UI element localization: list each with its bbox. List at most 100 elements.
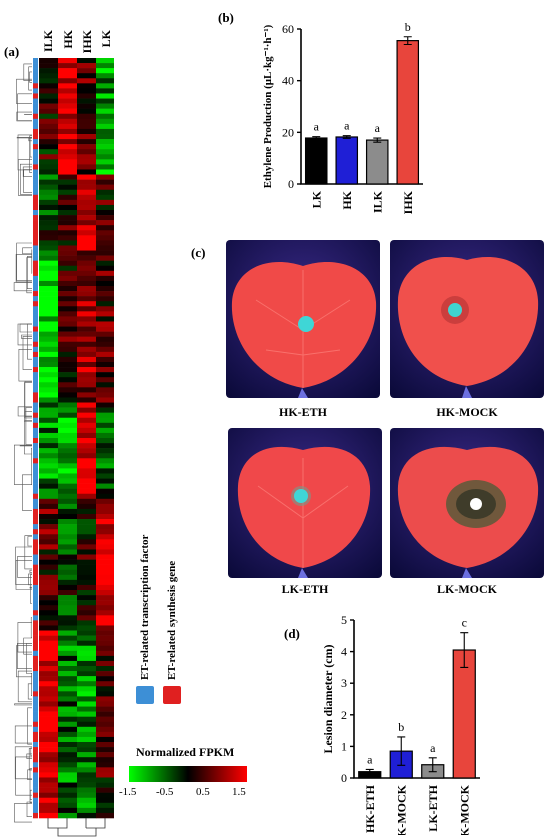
heatmap-cell (77, 468, 96, 473)
heatmap-cell (77, 367, 96, 372)
heatmap-cell (77, 443, 96, 448)
heatmap-cell (77, 539, 96, 544)
heatmap-cell (58, 418, 77, 423)
heatmap-cell (58, 580, 77, 585)
row-dendrogram (14, 64, 32, 822)
heatmap-cell (39, 104, 58, 109)
y-tick-label: 5 (341, 613, 347, 627)
category-cell (33, 676, 38, 681)
heatmap-cell (58, 423, 77, 428)
heatmap-cell (77, 783, 96, 788)
heatmap-cell (58, 195, 77, 200)
heatmap-cell (77, 560, 96, 565)
heatmap-cell (96, 286, 114, 291)
heatmap-cell (58, 575, 77, 580)
heatmap-cell (39, 403, 58, 408)
heatmap-cell (39, 565, 58, 570)
heatmap-cell (77, 433, 96, 438)
leaf-photo-lk-mock (390, 428, 544, 578)
heatmap-cell (58, 316, 77, 321)
heatmap-cell (58, 783, 77, 788)
x-tick-label: LK-MOCK (457, 784, 471, 835)
heatmap-cell (58, 534, 77, 539)
heatmap-cell (96, 392, 114, 397)
heatmap-cell (39, 641, 58, 646)
heatmap-cell (96, 509, 114, 514)
heatmap-cell (77, 281, 96, 286)
category-cell (33, 301, 38, 306)
heatmap-cell (39, 793, 58, 798)
heatmap-cell (39, 99, 58, 104)
transcription-factor-swatch (136, 686, 154, 704)
category-cell (33, 271, 38, 276)
category-cell (33, 190, 38, 195)
heatmap-cell (58, 403, 77, 408)
heatmap-cell (96, 180, 114, 185)
leaf-photo-hk-mock (390, 240, 544, 398)
heatmap-cell (58, 544, 77, 549)
category-cell (33, 575, 38, 580)
category-cell (33, 772, 38, 777)
heatmap-cell (96, 560, 114, 565)
heatmap-cell (58, 473, 77, 478)
heatmap-cell (58, 524, 77, 529)
heatmap-cell (77, 327, 96, 332)
heatmap-cell (77, 494, 96, 499)
category-cell (33, 798, 38, 803)
category-cell (33, 433, 38, 438)
heatmap-cell (96, 519, 114, 524)
heatmap-cell (58, 225, 77, 230)
heatmap-cell (77, 88, 96, 93)
heatmap-cell (58, 504, 77, 509)
category-cell (33, 408, 38, 413)
heatmap-cell (58, 798, 77, 803)
heatmap-cell (77, 590, 96, 595)
heatmap-cell (96, 235, 114, 240)
lesion-diameter-chart: 012345aHK-ETHbHK-MOCKaLK-ETHcLK-MOCKLesi… (318, 610, 498, 835)
y-tick-label: 60 (282, 22, 294, 36)
category-cell (33, 479, 38, 484)
heatmap-cell (96, 271, 114, 276)
y-tick-label: 1 (341, 739, 347, 753)
heatmap-cell (58, 159, 77, 164)
category-cell (33, 291, 38, 296)
category-cell (33, 580, 38, 585)
heatmap-cell (77, 240, 96, 245)
heatmap-cell (58, 747, 77, 752)
heatmap-cell (77, 306, 96, 311)
column-dendrogram-branch (48, 818, 105, 836)
heatmap-cell (58, 134, 77, 139)
heatmap-cell (77, 372, 96, 377)
leaf-image (226, 240, 380, 398)
heatmap-cell (96, 205, 114, 210)
heatmap-cell (77, 504, 96, 509)
category-cell (33, 357, 38, 362)
heatmap-cell (77, 762, 96, 767)
heatmap-cell (96, 428, 114, 433)
heatmap-cell (58, 357, 77, 362)
dendrogram-branch (22, 475, 32, 511)
heatmap-cell (77, 104, 96, 109)
heatmap-cell (77, 271, 96, 276)
category-cell (33, 149, 38, 154)
heatmap-cell (39, 367, 58, 372)
heatmap-cell (58, 73, 77, 78)
category-cell (33, 560, 38, 565)
heatmap-cell (39, 337, 58, 342)
heatmap-cell (96, 93, 114, 98)
dendrogram-branch (30, 570, 32, 572)
heatmap-cell (96, 73, 114, 78)
heatmap-cell (77, 585, 96, 590)
heatmap-cell (77, 575, 96, 580)
heatmap-cell (58, 605, 77, 610)
heatmap-cell (39, 418, 58, 423)
heatmap-cell (96, 544, 114, 549)
heatmap-cell (77, 534, 96, 539)
y-tick-label: 4 (341, 645, 347, 659)
heatmap-cell (77, 387, 96, 392)
category-cell (33, 555, 38, 560)
heatmap-cell (77, 707, 96, 712)
heatmap-cell (77, 185, 96, 190)
category-cell (33, 134, 38, 139)
heatmap-cell (77, 119, 96, 124)
